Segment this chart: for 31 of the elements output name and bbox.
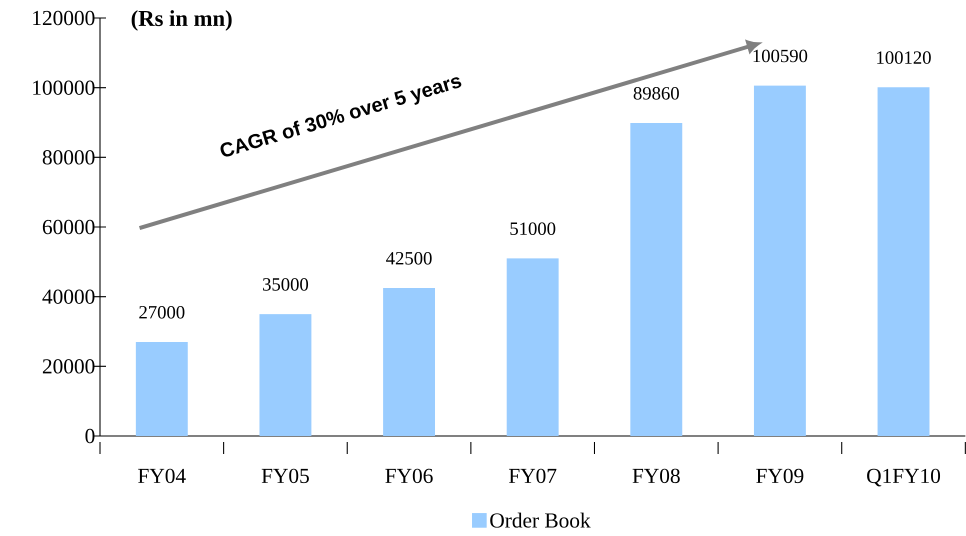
data-label: 100120: [877, 51, 931, 64]
bar: [878, 87, 930, 436]
y-tick-label: 80000: [42, 150, 94, 165]
data-label: 89860: [634, 87, 679, 100]
x-tick-label: FY07: [508, 468, 556, 484]
bar: [136, 342, 188, 436]
legend-label: Order Book: [490, 512, 591, 528]
data-label: 35000: [263, 278, 308, 291]
annotation: CAGR of 30% over 5 years: [220, 77, 462, 156]
x-tick-label: FY08: [632, 468, 680, 484]
bar: [259, 314, 312, 436]
x-tick-label: FY04: [138, 468, 186, 484]
y-tick-label: 60000: [42, 220, 94, 234]
y-tick-label: 20000: [42, 359, 94, 374]
x-tick-label: FY05: [262, 468, 309, 484]
y-axis-title: (Rs in mn): [132, 10, 232, 31]
y-tick-label: 40000: [42, 289, 94, 304]
bar: [754, 86, 806, 436]
data-label: 27000: [139, 306, 184, 319]
bar: [630, 122, 682, 436]
data-label: 42500: [386, 252, 432, 265]
y-tick-label: 100000: [33, 80, 94, 95]
bar: [383, 288, 436, 436]
y-tick-label: 120000: [33, 10, 94, 26]
x-tick-label: FY06: [385, 468, 433, 484]
y-tick-label: 0: [85, 428, 94, 444]
x-tick-label: Q1FY10: [867, 468, 940, 486]
data-label: 51000: [510, 222, 556, 235]
x-tick-label: FY09: [756, 468, 804, 484]
bar: [506, 258, 559, 436]
data-label: 100590: [754, 50, 808, 62]
